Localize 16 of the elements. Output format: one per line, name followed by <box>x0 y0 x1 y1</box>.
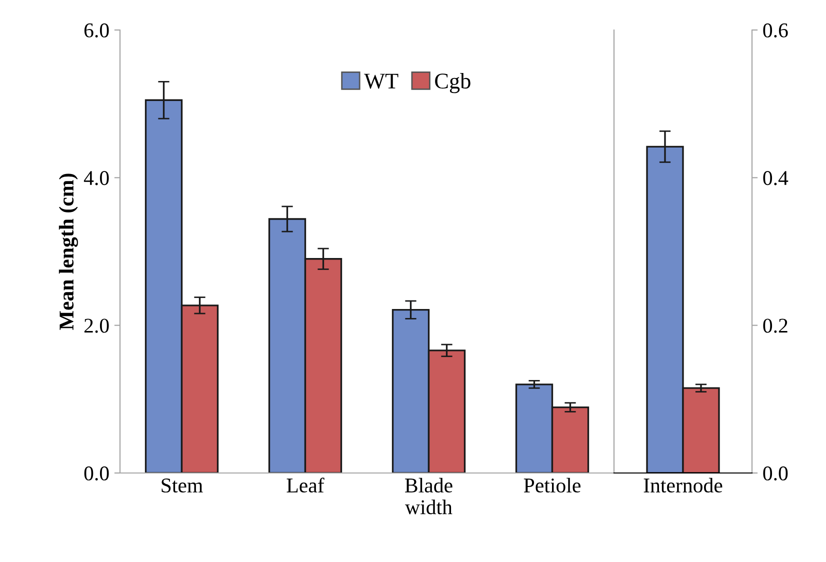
x-tick-label: Leaf <box>286 478 324 493</box>
y2-tick-label: 0.0 <box>763 466 788 481</box>
y-axis-title: Mean length (cm) <box>58 174 78 330</box>
y2-tick-label: 0.4 <box>763 171 788 186</box>
y2-tick-label: 0.6 <box>763 23 788 38</box>
y-tick-label: 2.0 <box>84 318 109 333</box>
legend-label: Cgb <box>435 72 470 94</box>
y-tick-label: 0.0 <box>84 466 109 481</box>
y-tick-label: 6.0 <box>84 23 109 38</box>
x-tick-label: Blade width <box>405 478 452 514</box>
x-tick-label: Internode <box>644 478 722 493</box>
legend-label: WT <box>364 74 398 89</box>
x-tick-label: Petiole <box>524 478 580 493</box>
y-tick-label: 4.0 <box>84 171 109 186</box>
x-tick-label: Stem <box>162 478 203 493</box>
y2-tick-label: 0.2 <box>763 318 788 333</box>
